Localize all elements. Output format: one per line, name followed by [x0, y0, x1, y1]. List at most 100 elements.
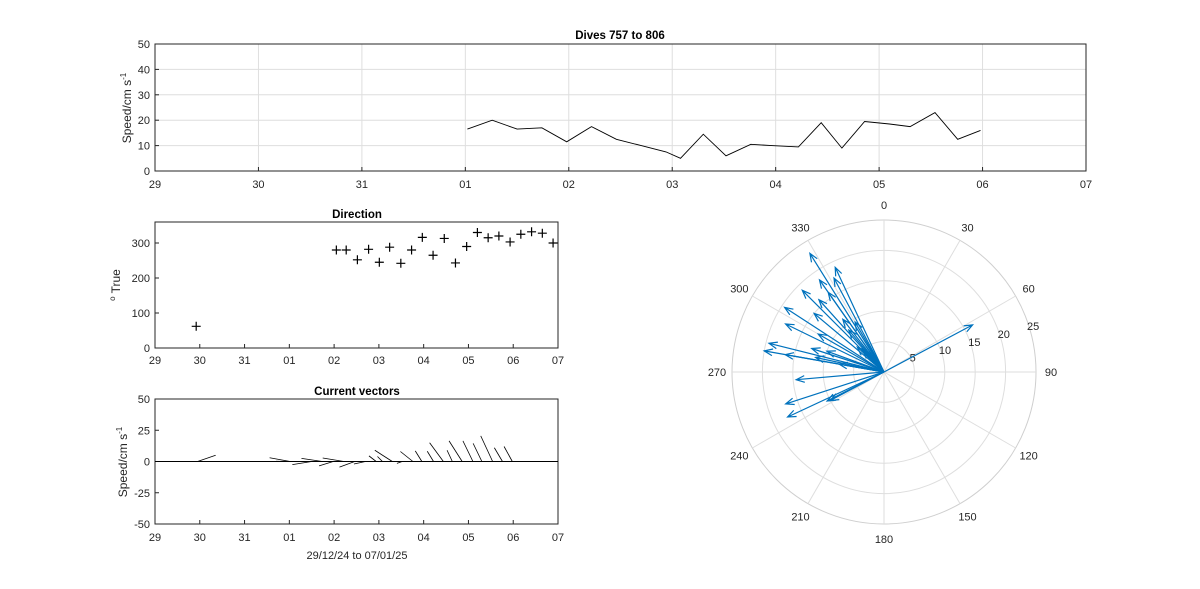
- vectors-xtick-label: 03: [373, 532, 385, 544]
- direction-ytick-label: 200: [132, 273, 150, 285]
- direction-marker: [537, 228, 547, 238]
- speed-xtick-label: 07: [1080, 179, 1092, 191]
- vector-stick: [462, 440, 474, 462]
- vector-stick: [480, 435, 493, 462]
- vector-stick: [377, 456, 383, 462]
- polar-spoke: [752, 371, 885, 449]
- direction-markers: [191, 227, 558, 331]
- vector-stick: [197, 454, 216, 462]
- vectors-ticks: 29 30 31 01 02 03 04 05 06 07 -50 -25 0 25 50: [134, 394, 564, 544]
- direction-marker: [505, 237, 515, 247]
- polar-angle-label: 30: [961, 222, 973, 234]
- direction-marker: [191, 321, 201, 331]
- direction-xtick-label: 01: [283, 355, 295, 367]
- vectors-xtick-label: 30: [194, 532, 206, 544]
- vector-stick: [414, 450, 423, 462]
- polar-angle-label: 150: [958, 512, 976, 524]
- vector-stick: [318, 461, 334, 467]
- polar-arrow: [783, 306, 885, 373]
- polar-arrow: [784, 323, 885, 373]
- direction-xtick-label: 03: [373, 355, 385, 367]
- vector-stick: [472, 443, 483, 462]
- vector-stick: [503, 446, 513, 462]
- speed-xtick-label: 03: [666, 179, 678, 191]
- direction-title: Direction: [332, 209, 382, 221]
- vector-stick: [292, 461, 312, 466]
- polar-radial-label: 25: [1027, 321, 1039, 333]
- polar-panel: 0 30 60 90 120 150 180 210 240 270 300 330 5 10 15 20 25: [708, 200, 1057, 546]
- vector-stick: [429, 442, 444, 462]
- polar-radial-label: 15: [968, 337, 980, 349]
- speed-xtick-label: 02: [563, 179, 575, 191]
- speed-series-line: [467, 112, 981, 159]
- polar-arrow: [801, 289, 885, 373]
- direction-xtick-label: 05: [462, 355, 474, 367]
- vectors-ytick-label: 50: [138, 394, 150, 406]
- speed-ytick-label: 10: [138, 141, 150, 153]
- direction-xtick-label: 06: [507, 355, 519, 367]
- polar-angle-label: 0: [881, 200, 887, 212]
- polar-arrow: [794, 371, 885, 383]
- polar-angle-label: 270: [708, 367, 726, 379]
- direction-marker: [364, 244, 374, 254]
- vectors-xlabel: 29/12/24 to 07/01/25: [307, 550, 408, 562]
- polar-arrow: [825, 350, 885, 373]
- direction-axes-frame: [154, 221, 559, 349]
- speed-grid: [155, 44, 1086, 171]
- direction-xtick-label: 04: [418, 355, 430, 367]
- polar-arrow: [834, 265, 885, 373]
- polar-angle-label: 300: [730, 284, 748, 296]
- polar-arrow: [784, 371, 885, 406]
- direction-marker: [331, 245, 341, 255]
- polar-arrow: [817, 298, 885, 373]
- speed-title: Dives 757 to 806: [575, 30, 665, 42]
- direction-marker: [483, 233, 493, 243]
- polar-spoke: [883, 240, 961, 373]
- speed-xtick-label: 04: [770, 179, 782, 191]
- vector-stick: [374, 449, 393, 462]
- polar-radial-label: 20: [998, 329, 1010, 341]
- vectors-xtick-label: 05: [462, 532, 474, 544]
- speed-xtick-label: 06: [976, 179, 988, 191]
- direction-marker: [417, 232, 427, 242]
- vector-stick: [301, 457, 323, 462]
- vectors-ytick-label: -50: [134, 519, 150, 531]
- polar-arrow: [809, 252, 885, 373]
- speed-ticks: 29 30 31 01 02 03 04 05 06 07 0 10 20 30 40 50: [138, 39, 1092, 191]
- direction-marker: [341, 245, 351, 255]
- vectors-xtick-label: 04: [418, 532, 430, 544]
- polar-arrow: [833, 276, 885, 373]
- polar-angle-label: 330: [791, 222, 809, 234]
- polar-angle-label: 120: [1019, 451, 1037, 463]
- polar-angle-label: 60: [1023, 284, 1035, 296]
- direction-marker: [396, 258, 406, 268]
- speed-ylabel: Speed/cm s-1: [119, 72, 134, 143]
- vector-stick: [448, 440, 463, 462]
- direction-marker: [450, 258, 460, 268]
- polar-labels: 0 30 60 90 120 150 180 210 240 270 300 330 5 10 15 20 25: [708, 200, 1057, 546]
- polar-spoke: [883, 371, 1016, 449]
- vector-stick: [396, 461, 403, 464]
- vectors-ylabel-text: Speed/cm s: [116, 434, 130, 497]
- direction-ylabel: o True: [108, 269, 123, 301]
- vector-stick: [339, 461, 355, 468]
- direction-ytick-label: 0: [144, 343, 150, 355]
- vectors-xtick-label: 02: [328, 532, 340, 544]
- direction-ticks: 29 30 31 01 02 03 04 05 06 07 0 100 200 300: [132, 238, 564, 367]
- polar-arrows: [762, 252, 975, 418]
- vectors-xtick-label: 31: [238, 532, 250, 544]
- polar-radial-label: 5: [910, 353, 916, 365]
- vector-stick: [322, 457, 345, 462]
- direction-ylabel-sup: o: [108, 296, 117, 301]
- direction-xtick-label: 31: [238, 355, 250, 367]
- direction-marker: [374, 257, 384, 267]
- speed-ytick-label: 30: [138, 90, 150, 102]
- direction-marker: [494, 231, 504, 241]
- polar-radial-label: 10: [939, 345, 951, 357]
- vectors-title: Current vectors: [314, 386, 400, 398]
- vectors-xtick-label: 07: [552, 532, 564, 544]
- polar-spoke: [883, 295, 1016, 373]
- direction-xtick-label: 29: [149, 355, 161, 367]
- speed-ytick-label: 40: [138, 64, 150, 76]
- speed-xtick-label: 01: [459, 179, 471, 191]
